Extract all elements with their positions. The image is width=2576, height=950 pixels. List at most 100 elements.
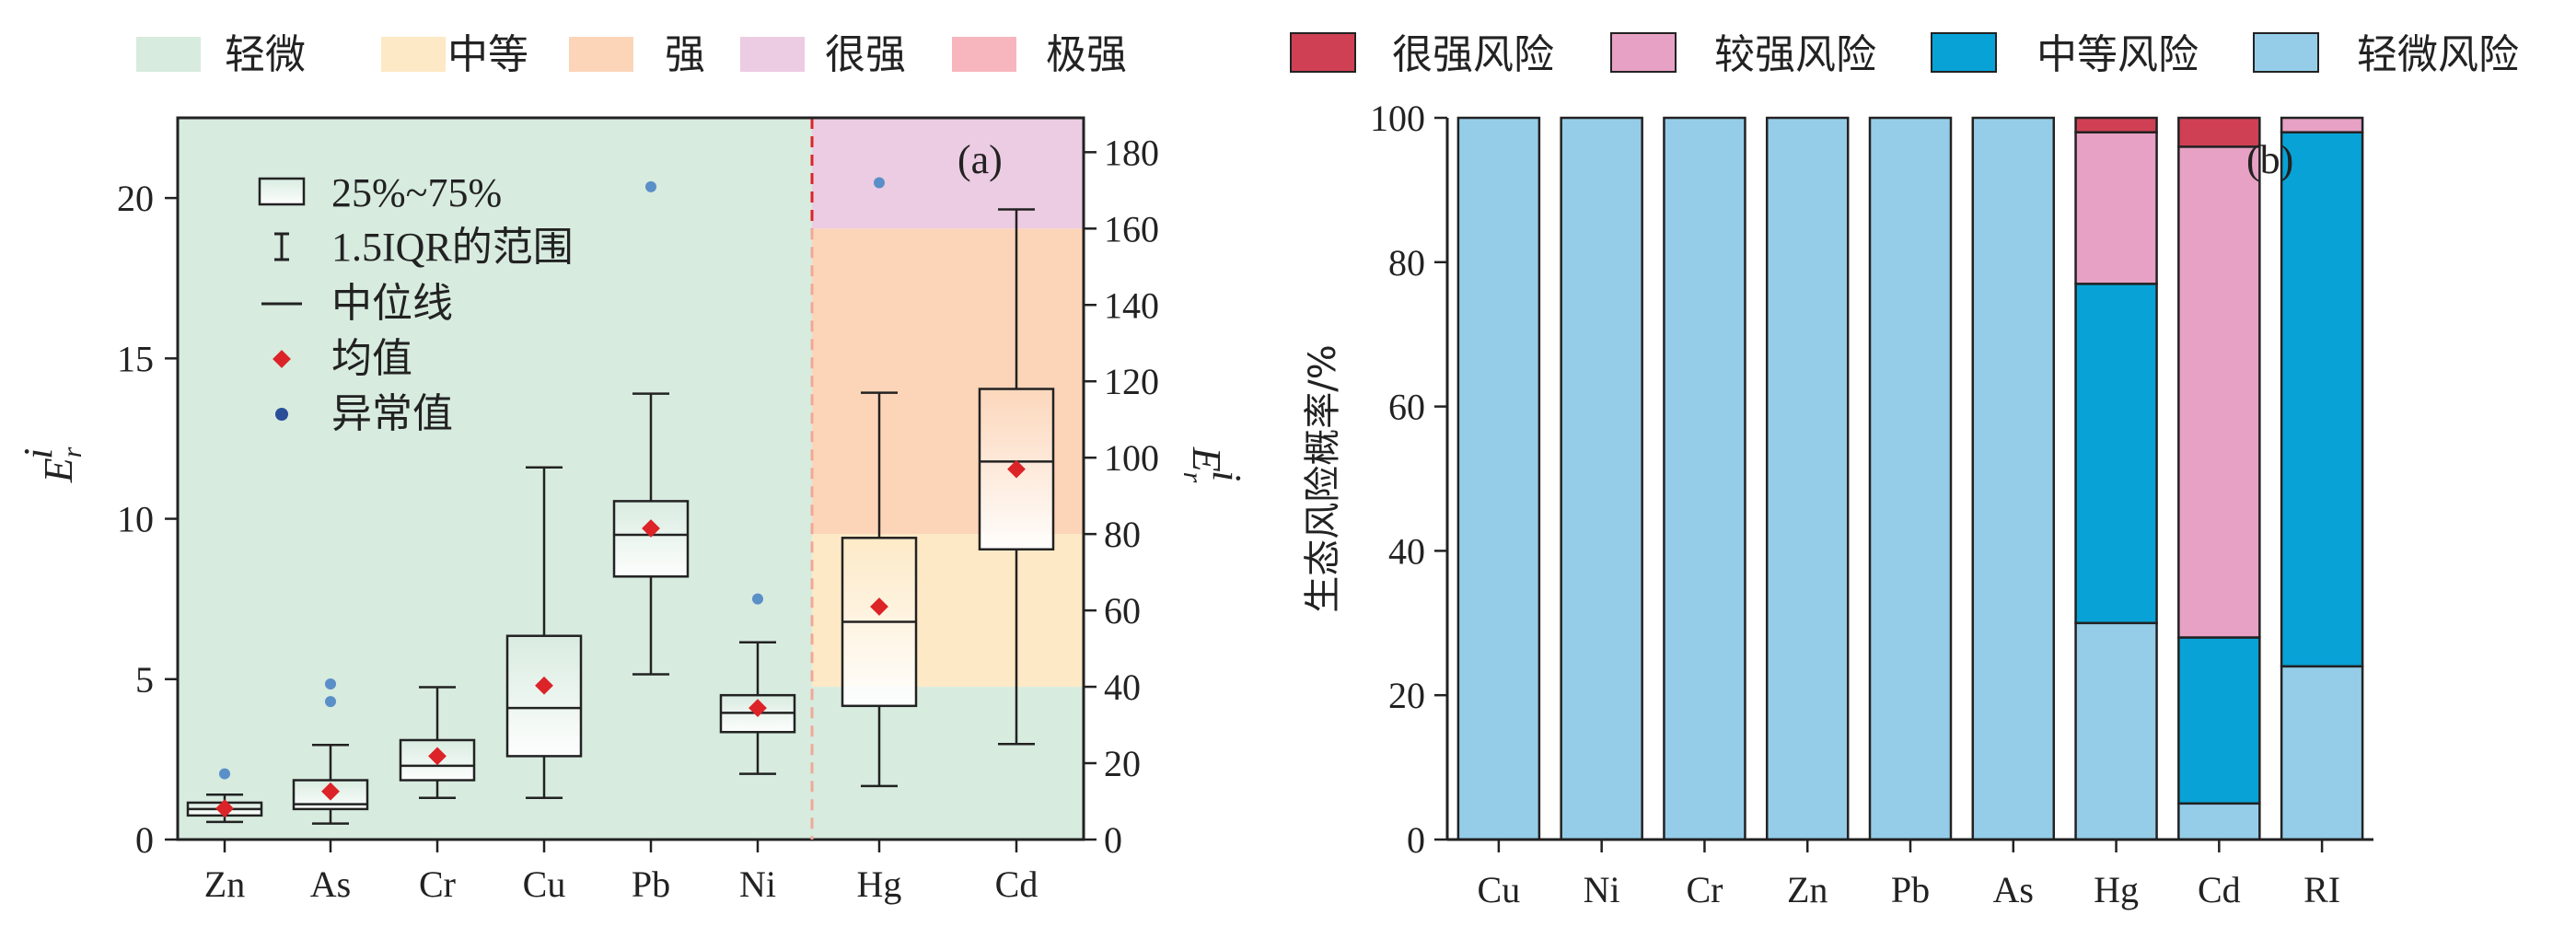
- y-tick-label: 20: [1388, 675, 1425, 716]
- legend-item-slight: 轻微: [136, 31, 306, 78]
- axis-title-main: E: [36, 458, 81, 483]
- mean-marker: [321, 782, 340, 801]
- boxplot-legend: 25%~75% 1.5IQR的范围 中位线 均值 异常值: [258, 170, 574, 436]
- y-tick-label: 0: [135, 819, 154, 861]
- mean-marker: [1007, 459, 1026, 479]
- y-tick-label: 15: [117, 338, 154, 379]
- legend-label: 中等风险: [2036, 31, 2199, 78]
- legend-item-moderate: 中等: [381, 31, 528, 78]
- y-tick-label: 0: [1407, 819, 1425, 861]
- box-cr: [399, 686, 476, 799]
- mean-marker: [748, 699, 767, 718]
- panel-label-b: (b): [2246, 137, 2293, 182]
- legend-mean-symbol: [273, 350, 291, 368]
- iqr-box: [505, 634, 583, 758]
- iqr-box: [612, 500, 690, 578]
- legend-whisker-item: 1.5IQR的范围: [274, 225, 574, 270]
- legend-swatch: [381, 37, 446, 72]
- legend-label: 极强: [1046, 31, 1127, 78]
- y-tick-label: 60: [1388, 387, 1425, 428]
- bar-segment: [1560, 116, 1643, 841]
- legend-mean-item: 均值: [273, 336, 412, 381]
- x-axis: Zn As Cr Cu Pb Ni Hg Cd: [204, 840, 1038, 905]
- bar-segment: [2074, 116, 2158, 133]
- outlier-point: [645, 180, 656, 192]
- x-tick-label: Ni: [739, 863, 776, 905]
- x-tick-label: Cu: [523, 863, 566, 905]
- axis-title-sub: r: [57, 446, 87, 458]
- axis-title-sub: r: [1178, 472, 1208, 483]
- bar-segment: [1971, 116, 2056, 841]
- bar-series: [1456, 116, 2364, 841]
- bar-segment: [2280, 665, 2364, 841]
- svg-text:Er: Er: [1178, 446, 1229, 483]
- panel-label-a: (a): [957, 137, 1003, 182]
- outlier-point: [874, 177, 885, 189]
- right-y-axis: 0 20 40 60 80 100 120 140 160 180: [1084, 132, 1159, 861]
- box-cd: [978, 208, 1055, 746]
- legend-swatch: [2253, 32, 2319, 73]
- mean-marker: [642, 519, 660, 538]
- risk-level-legend: 轻微 中等 强 很强 极强: [136, 31, 1127, 78]
- x-tick-label: Cr: [419, 863, 456, 905]
- mean-marker: [535, 676, 553, 695]
- legend-swatch: [569, 37, 633, 72]
- y-tick-label: 20: [117, 178, 154, 219]
- legend-whisker-label: 1.5IQR的范围: [331, 225, 574, 270]
- legend-label: 很强风险: [1392, 31, 1554, 78]
- x-tick-label: Pb: [1891, 869, 1930, 910]
- y-tick-label: 80: [1388, 242, 1425, 284]
- probability-legend: 很强风险 较强风险 中等风险 轻微风险: [1290, 31, 2519, 78]
- y-tick-label: 100: [1370, 98, 1425, 139]
- legend-mean-label: 均值: [331, 336, 412, 381]
- legend-label: 很强: [825, 31, 906, 78]
- x-tick-label: Zn: [204, 863, 245, 905]
- legend-item-very-strong-risk: 很强风险: [1290, 31, 1554, 78]
- legend-item-strong-risk: 较强风险: [1610, 31, 1876, 78]
- legend-label: 轻微: [225, 31, 306, 78]
- bar-segment: [2074, 283, 2158, 625]
- risk-band: [812, 118, 1084, 229]
- x-tick-label: As: [1993, 869, 2034, 910]
- bar-ri: [2280, 116, 2364, 841]
- legend-label: 强: [665, 31, 705, 78]
- y-tick-label: 140: [1104, 284, 1159, 326]
- axis-title-sup: i: [1204, 470, 1249, 481]
- bar-segment: [2074, 621, 2158, 841]
- outlier-point: [219, 768, 230, 780]
- legend-box-symbol: [258, 177, 306, 206]
- legend-median-label: 中位线: [331, 281, 453, 326]
- x-tick-label: As: [310, 863, 351, 905]
- x-tick-label: Zn: [1787, 869, 1828, 910]
- bar-cd: [2177, 116, 2261, 841]
- box-pb: [612, 180, 690, 676]
- x-tick-label: Cr: [1686, 869, 1723, 910]
- legend-box-item: 25%~75%: [258, 170, 502, 215]
- legend-label: 轻微风险: [2357, 31, 2519, 78]
- y-tick-label: 80: [1104, 514, 1141, 555]
- legend-swatch: [1610, 32, 1677, 73]
- outlier-point: [325, 678, 336, 690]
- box-hg: [841, 177, 918, 788]
- legend-swatch: [952, 37, 1016, 72]
- bar-cu: [1456, 116, 1541, 841]
- risk-bands: [178, 118, 1084, 840]
- bar-segment: [1765, 116, 1850, 841]
- y-tick-label: 40: [1388, 530, 1425, 572]
- x-tick-label: Cu: [1478, 869, 1521, 910]
- x-tick-label: Ni: [1584, 869, 1620, 910]
- bar-zn: [1765, 116, 1850, 841]
- left-y-axis-title: Er i: [16, 446, 87, 483]
- x-tick-label: Cd: [2198, 869, 2241, 910]
- risk-band: [812, 687, 1084, 840]
- legend-swatch: [740, 37, 805, 72]
- outlier-point: [752, 593, 763, 605]
- bar-cr: [1663, 116, 1746, 841]
- axis-title-main: E: [1184, 446, 1229, 472]
- y-tick-label: 10: [117, 499, 154, 540]
- plot-frame: [176, 116, 1085, 841]
- legend-item-strong: 强: [569, 31, 705, 78]
- legend-item-very-strong: 很强: [740, 31, 906, 78]
- y-axis-title: 生态风险概率/%: [1302, 344, 1344, 612]
